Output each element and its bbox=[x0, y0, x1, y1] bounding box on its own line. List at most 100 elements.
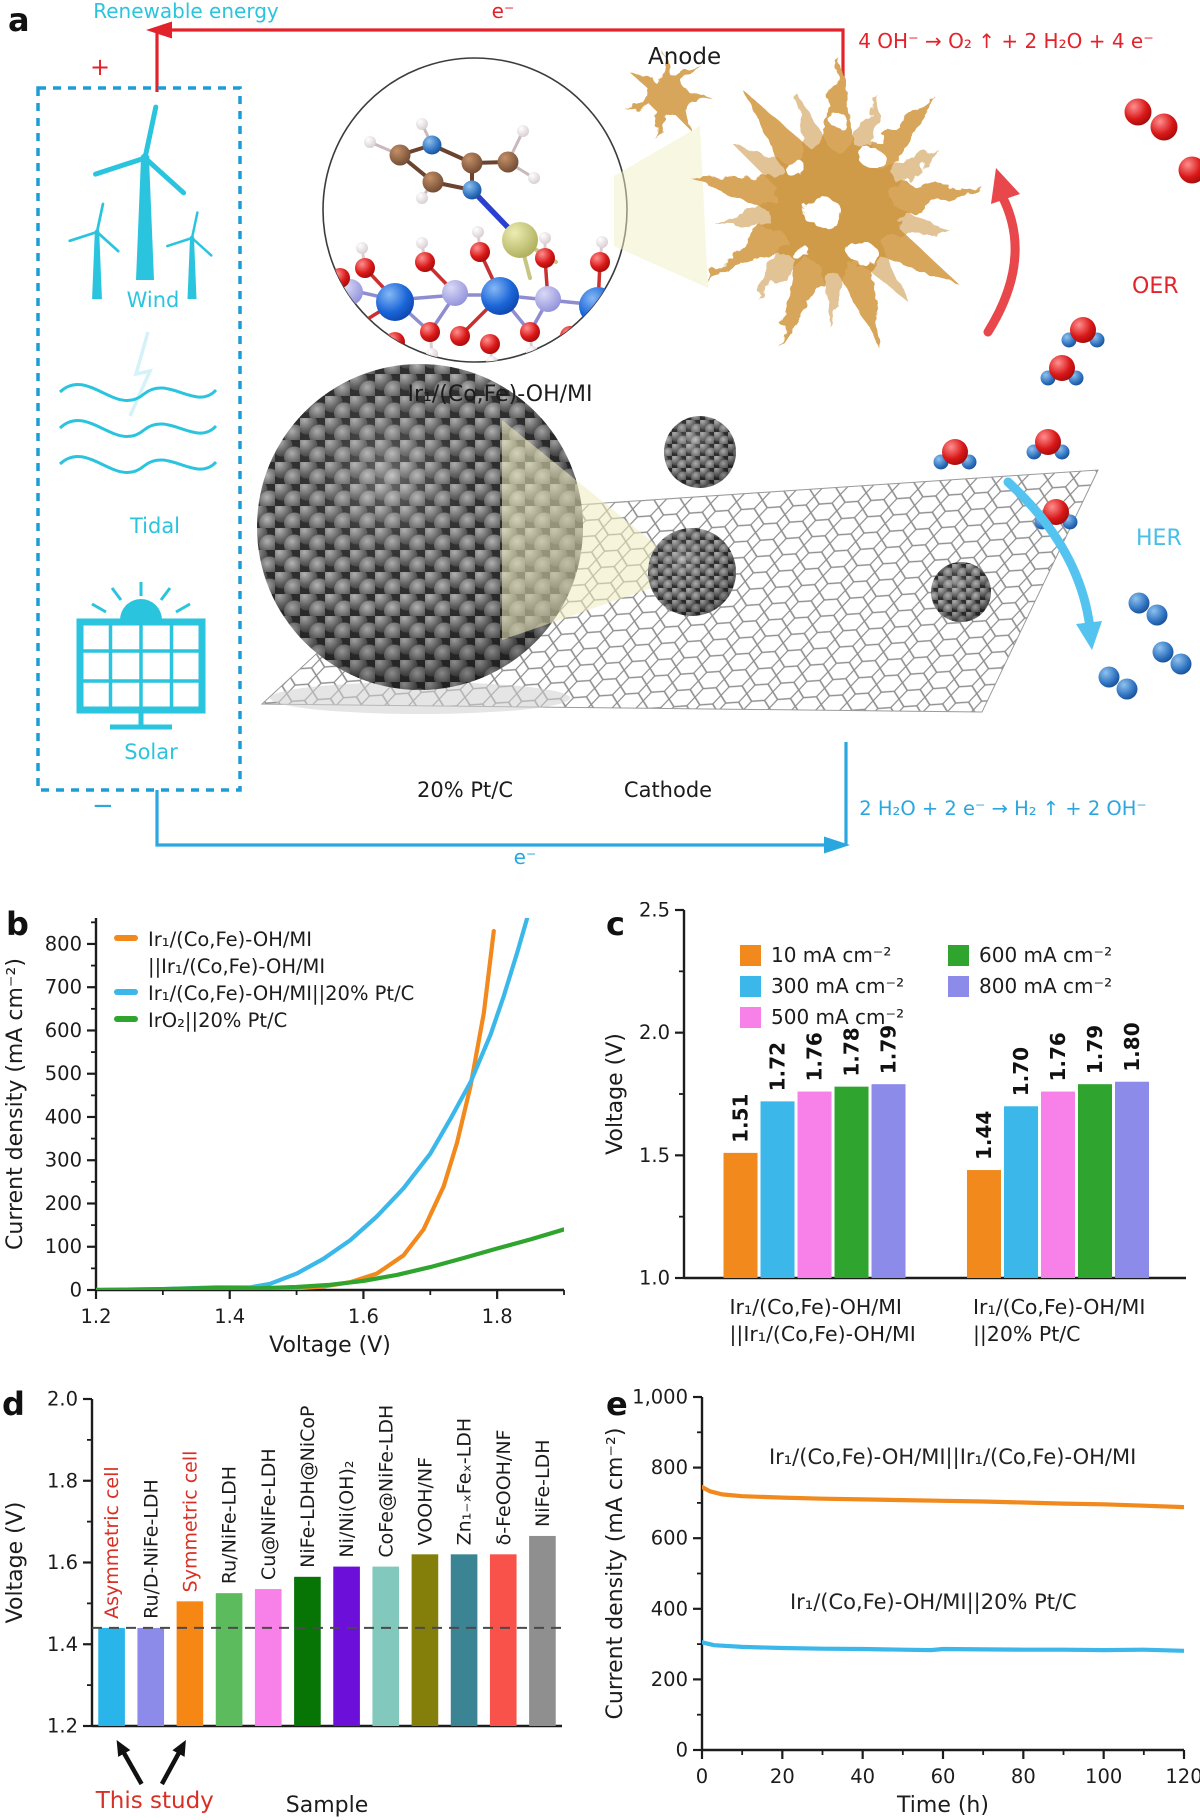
svg-text:400: 400 bbox=[45, 1105, 82, 1128]
svg-text:1.78: 1.78 bbox=[840, 1027, 864, 1076]
bar bbox=[489, 1554, 517, 1726]
electron-wire-cathode bbox=[155, 742, 850, 854]
stability-chart: 0 20 40 60 80 100 120 0 200 400 600 800 1,000 Time (h… bbox=[600, 1385, 1200, 1820]
legend-swatch bbox=[740, 976, 761, 997]
svg-text:Voltage (V): Voltage (V) bbox=[269, 1333, 391, 1358]
svg-text:Voltage (V): Voltage (V) bbox=[3, 1502, 28, 1624]
svg-text:500: 500 bbox=[45, 1062, 82, 1085]
minus-terminal: − bbox=[92, 791, 114, 821]
bar bbox=[372, 1566, 400, 1726]
svg-text:1.44: 1.44 bbox=[972, 1111, 996, 1160]
hydrogen-molecule bbox=[1098, 666, 1138, 700]
svg-text:2.0: 2.0 bbox=[47, 1388, 78, 1411]
bar bbox=[797, 1091, 832, 1278]
svg-text:Ru/D-NiFe-LDH: Ru/D-NiFe-LDH bbox=[140, 1479, 162, 1619]
svg-text:200: 200 bbox=[45, 1192, 82, 1215]
chart-e: 0 20 40 60 80 100 120 0 200 400 600 800 1,000 Time (h… bbox=[603, 1386, 1200, 1819]
single-atom-model bbox=[330, 118, 620, 362]
svg-text:NiFe-LDH@NiCoP: NiFe-LDH@NiCoP bbox=[297, 1406, 319, 1568]
panel-a-illustration bbox=[36, 21, 1200, 854]
svg-text:Ir₁/(Co,Fe)-OH/MI: Ir₁/(Co,Fe)-OH/MI bbox=[148, 928, 312, 951]
svg-text:80: 80 bbox=[1011, 1765, 1036, 1788]
electron-label-bottom: e⁻ bbox=[513, 845, 537, 869]
panel-c-letter: c bbox=[606, 905, 625, 943]
tidal-label: Tidal bbox=[129, 514, 181, 538]
bar bbox=[254, 1589, 282, 1726]
cathode-catalyst-label: 20% Pt/C bbox=[417, 778, 513, 802]
polarization-curve-chart: 1.2 1.4 1.6 1.8 0 100 200 300 400 500 600 700 800 Vol… bbox=[0, 908, 580, 1360]
panel-a-letter: a bbox=[8, 1, 30, 39]
svg-text:40: 40 bbox=[850, 1765, 875, 1788]
bar bbox=[176, 1601, 204, 1726]
svg-text:Current density (mA cm⁻²): Current density (mA cm⁻²) bbox=[603, 1428, 628, 1720]
svg-text:IrO₂||20% Pt/C: IrO₂||20% Pt/C bbox=[148, 1009, 287, 1032]
svg-text:300: 300 bbox=[45, 1149, 82, 1172]
svg-text:100: 100 bbox=[1085, 1765, 1122, 1788]
svg-text:Zn₁₋ₓFeₓ-LDH: Zn₁₋ₓFeₓ-LDH bbox=[454, 1418, 476, 1546]
hydrogen-molecules bbox=[1098, 592, 1192, 700]
ptc-nanoparticle-small bbox=[648, 416, 991, 622]
svg-text:1.8: 1.8 bbox=[47, 1469, 78, 1492]
bar bbox=[871, 1084, 906, 1278]
svg-text:||20% Pt/C: ||20% Pt/C bbox=[973, 1322, 1081, 1347]
svg-text:20: 20 bbox=[770, 1765, 795, 1788]
panel-b-letter: b bbox=[6, 905, 29, 943]
solar-panel-icon bbox=[76, 582, 206, 730]
bar bbox=[1003, 1106, 1038, 1278]
hydrogen-molecule bbox=[1128, 592, 1168, 626]
water-molecule bbox=[1061, 317, 1105, 348]
svg-text:||Ir₁/(Co,Fe)-OH/MI: ||Ir₁/(Co,Fe)-OH/MI bbox=[148, 955, 325, 978]
legend-swatch bbox=[948, 945, 969, 966]
chart-c: 1.0 1.5 2.0 2.5 Voltage (V) 1.51 1.72 1.76 1.78 1… bbox=[603, 902, 1186, 1347]
svg-text:1.76: 1.76 bbox=[803, 1032, 827, 1081]
svg-text:1.70: 1.70 bbox=[1009, 1047, 1033, 1096]
bar bbox=[723, 1152, 758, 1278]
svg-text:CoFe@NiFe-LDH: CoFe@NiFe-LDH bbox=[375, 1405, 397, 1558]
bar bbox=[966, 1170, 1001, 1278]
cell-voltage-bar-chart: 1.0 1.5 2.0 2.5 Voltage (V) 1.51 1.72 1.76 1.78 1… bbox=[600, 902, 1200, 1370]
svg-text:δ-FeOOH/NF: δ-FeOOH/NF bbox=[493, 1430, 515, 1546]
series-line bbox=[96, 1227, 564, 1290]
hydrogen-molecule bbox=[1152, 641, 1192, 675]
bar bbox=[1114, 1081, 1149, 1278]
legend-swatch bbox=[114, 935, 138, 941]
cathode-reaction: 2 H₂O + 2 e⁻ → H₂ ↑ + 2 OH⁻ bbox=[859, 797, 1147, 820]
svg-text:700: 700 bbox=[45, 976, 82, 999]
svg-text:0: 0 bbox=[676, 1739, 688, 1762]
panel-d-letter: d bbox=[2, 1385, 25, 1423]
svg-text:Time (h): Time (h) bbox=[896, 1793, 989, 1818]
water-molecule bbox=[1026, 429, 1070, 460]
bar bbox=[98, 1627, 125, 1726]
svg-text:Symmetric cell: Symmetric cell bbox=[180, 1451, 202, 1593]
her-label: HER bbox=[1136, 526, 1182, 551]
svg-text:Cu@NiFe-LDH: Cu@NiFe-LDH bbox=[258, 1448, 280, 1580]
svg-text:0: 0 bbox=[70, 1279, 82, 1302]
bar bbox=[294, 1576, 321, 1726]
this-study-label: This study bbox=[95, 1788, 214, 1814]
svg-text:Asymmetric cell: Asymmetric cell bbox=[101, 1466, 123, 1619]
svg-text:1.51: 1.51 bbox=[729, 1094, 753, 1143]
oxygen-molecule bbox=[1178, 156, 1200, 184]
svg-text:VOOH/NF: VOOH/NF bbox=[415, 1457, 437, 1545]
svg-text:1.79: 1.79 bbox=[1083, 1025, 1107, 1074]
wind-label: Wind bbox=[126, 288, 180, 312]
svg-text:60: 60 bbox=[931, 1765, 956, 1788]
legend-swatch bbox=[948, 976, 969, 997]
svg-text:1.5: 1.5 bbox=[639, 1144, 670, 1167]
svg-text:Ir₁/(Co,Fe)-OH/MI||20% Pt/C: Ir₁/(Co,Fe)-OH/MI||20% Pt/C bbox=[148, 982, 414, 1005]
svg-text:1,000: 1,000 bbox=[632, 1386, 688, 1409]
anode-label: Anode bbox=[648, 44, 722, 70]
water-molecules bbox=[933, 317, 1105, 530]
svg-text:200: 200 bbox=[651, 1668, 688, 1691]
svg-text:||Ir₁/(Co,Fe)-OH/MI: ||Ir₁/(Co,Fe)-OH/MI bbox=[730, 1322, 916, 1347]
tidal-waves-icon bbox=[58, 331, 218, 474]
svg-text:400: 400 bbox=[651, 1597, 688, 1620]
svg-text:Ir₁/(Co,Fe)-OH/MI||Ir₁/(Co,Fe): Ir₁/(Co,Fe)-OH/MI||Ir₁/(Co,Fe)-OH/MI bbox=[769, 1445, 1136, 1470]
legend-swatch bbox=[740, 945, 761, 966]
svg-text:1.6: 1.6 bbox=[47, 1551, 78, 1574]
svg-text:2.0: 2.0 bbox=[639, 1021, 670, 1044]
svg-text:10 mA cm⁻²: 10 mA cm⁻² bbox=[771, 943, 891, 967]
bar bbox=[529, 1535, 556, 1726]
renewable-energy-label: Renewable energy bbox=[93, 0, 279, 23]
